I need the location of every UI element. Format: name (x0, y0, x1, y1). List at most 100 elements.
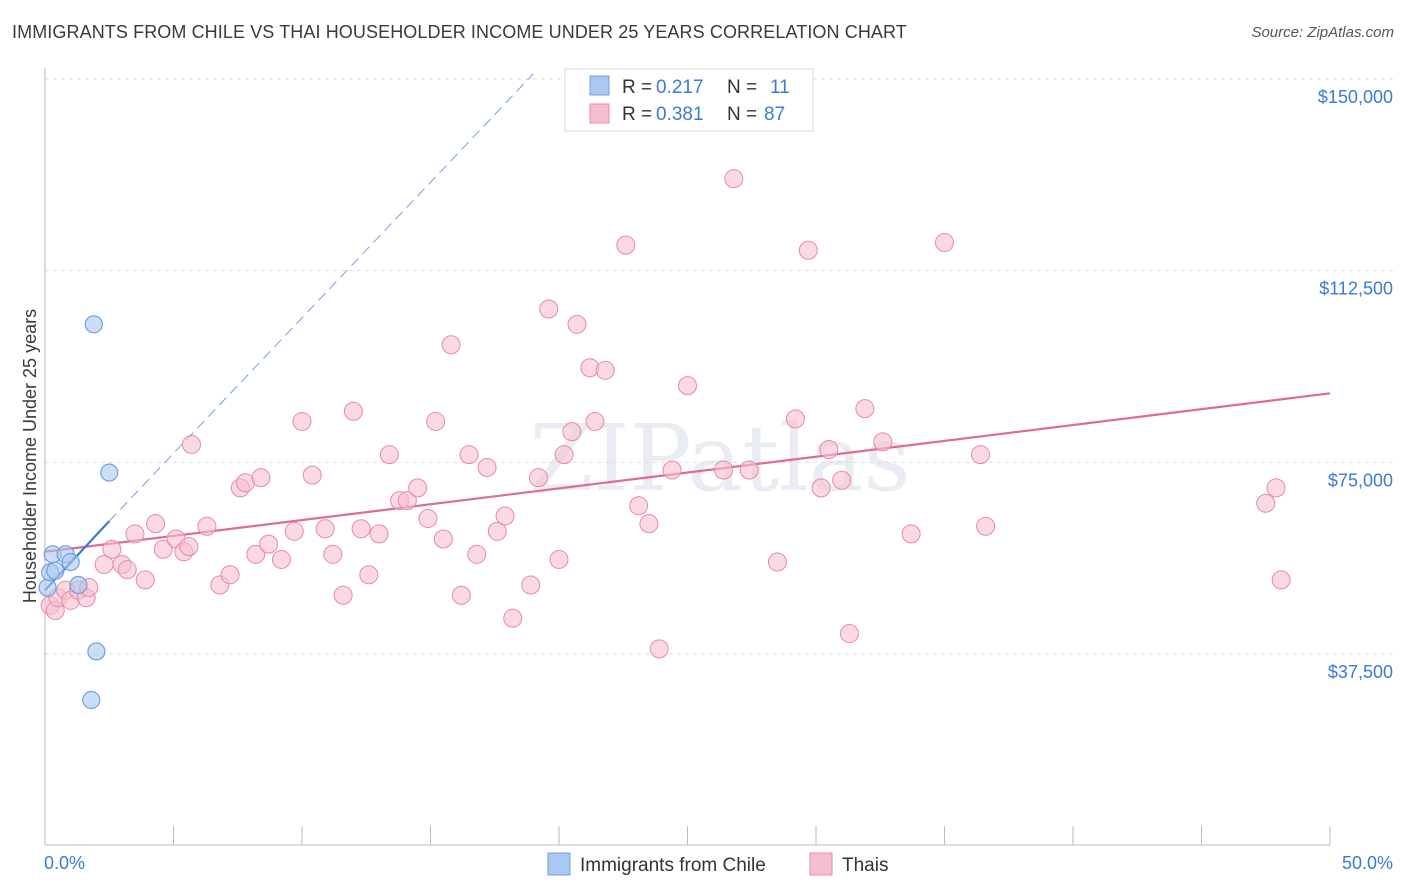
axes (44, 68, 1331, 846)
point-thais-71 (724, 169, 744, 189)
point-thais-65 (629, 496, 649, 516)
legend-r-value-1: 0.217 (656, 77, 704, 98)
point-thais-86 (1256, 493, 1276, 513)
point-thais-84 (970, 445, 990, 465)
point-thais-73 (767, 552, 787, 572)
trend-lines (44, 73, 1331, 591)
point-thais-37 (359, 565, 379, 585)
point-thais-81 (873, 432, 893, 452)
gridlines (45, 78, 1395, 655)
point-thais-69 (678, 376, 697, 396)
point-thais-79 (839, 624, 859, 644)
legend-swatch-blue (589, 75, 610, 96)
point-thais-15 (153, 539, 173, 559)
point-thais-42 (408, 478, 428, 498)
point-thais-13 (135, 570, 155, 590)
point-thais-34 (333, 585, 353, 605)
point-thais-85 (976, 516, 996, 536)
point-thais-11 (117, 560, 137, 580)
point-thais-41 (397, 491, 417, 511)
point-thais-35 (343, 401, 363, 421)
point-thais-68 (662, 460, 682, 480)
point-thais-26 (251, 468, 271, 488)
legend-swatch-pink (589, 103, 610, 124)
trend-line-chile-extended (108, 73, 534, 522)
bottom-legend: Immigrants from Chile Thais (547, 852, 888, 876)
trend-line-thais (44, 392, 1331, 553)
point-thais-80 (855, 399, 875, 419)
point-chile-10 (82, 690, 101, 710)
point-thais-47 (451, 585, 471, 605)
point-thais-88 (1271, 570, 1291, 590)
point-thais-39 (379, 445, 399, 465)
point-thais-60 (567, 314, 587, 334)
point-thais-72 (739, 460, 759, 480)
chart-title: IMMIGRANTS FROM CHILE VS THAI HOUSEHOLDE… (12, 22, 907, 42)
point-thais-20 (197, 516, 217, 536)
point-thais-46 (441, 335, 461, 355)
point-thais-57 (549, 549, 569, 569)
point-thais-32 (315, 519, 335, 539)
point-thais-29 (284, 521, 304, 541)
point-chile-3 (46, 561, 65, 580)
point-thais-64 (616, 235, 636, 255)
bottom-legend-label-thais: Thais (842, 855, 888, 876)
point-thais-25 (246, 544, 266, 564)
point-chile-0 (38, 578, 57, 597)
point-thais-74 (785, 409, 805, 429)
legend-n-value-1: 11 (770, 77, 790, 98)
legend-r-value-2: 0.381 (656, 104, 704, 125)
point-thais-22 (220, 565, 240, 585)
y-tick-label-0: $37,500 (1328, 662, 1393, 682)
legend-r-label-1: R = (622, 77, 652, 98)
point-chile-5 (61, 552, 80, 572)
point-thais-83 (935, 233, 954, 253)
point-chile-6 (69, 575, 88, 595)
legend-box: R = 0.217 N = 11 R = 0.381 N = 87 (564, 68, 814, 132)
bottom-legend-swatch-pink (809, 852, 833, 876)
point-thais-55 (528, 468, 548, 488)
point-thais-31 (302, 465, 322, 485)
point-thais-58 (554, 445, 574, 465)
source-label: Source: ZipAtlas.com (1251, 24, 1394, 41)
point-thais-76 (811, 478, 831, 498)
point-thais-36 (351, 519, 371, 539)
x-tick-label-right: 50.0% (1342, 853, 1393, 873)
point-thais-51 (487, 521, 507, 541)
point-thais-54 (521, 575, 541, 595)
point-thais-43 (418, 509, 438, 529)
y-tick-label-3: $150,000 (1318, 87, 1393, 107)
point-thais-33 (323, 544, 343, 564)
point-thais-12 (125, 524, 145, 544)
point-thais-49 (467, 544, 487, 564)
x-tick-label-left: 0.0% (44, 853, 85, 873)
point-thais-87 (1266, 478, 1286, 498)
point-thais-14 (146, 514, 166, 534)
point-thais-75 (798, 240, 818, 260)
y-tick-label-2: $112,500 (1319, 279, 1393, 299)
point-thais-66 (639, 514, 659, 534)
y-tick-label-1: $75,000 (1328, 470, 1393, 490)
legend-r-label-2: R = (622, 104, 652, 125)
point-thais-27 (259, 534, 279, 554)
point-thais-30 (292, 411, 312, 431)
point-thais-59 (562, 422, 582, 442)
legend-n-label-1: N = (727, 77, 757, 98)
scatter-points (38, 169, 1291, 710)
point-thais-63 (595, 360, 615, 380)
point-thais-53 (503, 608, 523, 628)
point-thais-38 (369, 524, 389, 544)
legend-n-value-2: 87 (764, 104, 785, 125)
point-thais-77 (819, 440, 839, 460)
point-thais-67 (649, 639, 669, 659)
y-axis-title: Householder Income Under 25 years (20, 309, 40, 603)
point-thais-19 (181, 434, 201, 454)
point-thais-45 (433, 529, 453, 549)
point-thais-50 (477, 457, 497, 477)
point-thais-48 (459, 445, 479, 465)
point-thais-9 (102, 539, 122, 559)
point-thais-18 (179, 537, 199, 557)
point-chile-7 (84, 315, 103, 334)
point-thais-78 (832, 470, 852, 490)
